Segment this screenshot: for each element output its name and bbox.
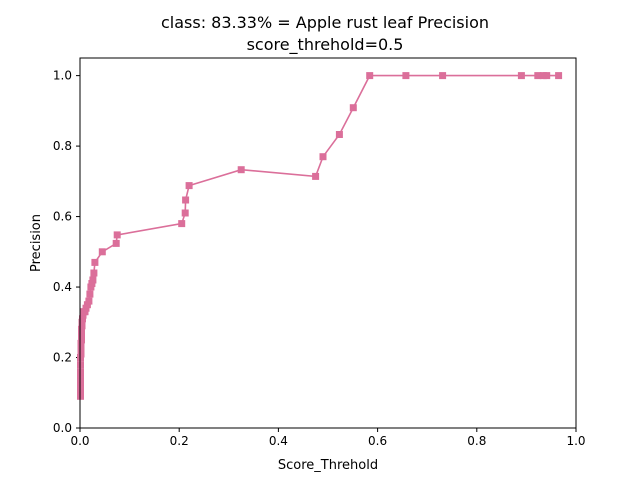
chart-subtitle: score_threhold=0.5 <box>247 35 404 55</box>
x-tick-label: 0.0 <box>70 434 89 448</box>
data-point-marker <box>237 166 245 174</box>
x-axis-label: Score_Threhold <box>278 458 378 473</box>
x-tick-label: 0.2 <box>170 434 189 448</box>
y-axis-ticks: 0.0 0.2 0.4 0.6 0.8 1.0 <box>53 69 80 435</box>
data-point-marker <box>312 172 320 180</box>
data-point-marker <box>85 297 93 305</box>
data-point-marker <box>86 290 94 298</box>
x-axis-ticks: 0.0 0.2 0.4 0.6 0.8 1.0 <box>70 428 586 448</box>
data-point-marker <box>349 104 357 112</box>
data-point-marker <box>90 269 98 277</box>
data-point-marker <box>335 131 343 138</box>
y-tick-label: 0.8 <box>53 139 72 153</box>
data-point-marker <box>98 248 106 256</box>
data-point-marker <box>534 72 542 80</box>
data-point-marker <box>78 329 85 337</box>
data-point-marker <box>439 72 447 80</box>
data-point-marker <box>366 72 374 80</box>
x-tick-label: 1.0 <box>566 434 585 448</box>
data-point-marker <box>181 209 189 217</box>
data-point-marker <box>91 258 99 266</box>
data-point-marker <box>77 343 85 351</box>
y-tick-label: 0.6 <box>53 210 72 224</box>
x-tick-label: 0.8 <box>467 434 486 448</box>
y-axis-label: Precision <box>29 214 44 272</box>
data-point-marker <box>182 196 190 204</box>
y-tick-label: 0.4 <box>53 280 72 294</box>
data-point-marker <box>113 231 121 239</box>
data-point-marker <box>89 276 97 284</box>
x-tick-label: 0.6 <box>368 434 387 448</box>
data-point-marker <box>112 239 120 247</box>
y-tick-label: 1.0 <box>53 69 72 83</box>
x-tick-label: 0.4 <box>269 434 288 448</box>
chart-title: class: 83.33% = Apple rust leaf Precisio… <box>161 13 489 32</box>
data-point-marker <box>402 72 410 80</box>
data-point-marker <box>543 72 551 80</box>
plot-frame <box>79 57 577 429</box>
data-point-marker <box>555 72 563 80</box>
data-point-marker <box>517 72 525 80</box>
data-point-marker <box>83 301 91 309</box>
data-point-marker <box>185 182 193 190</box>
y-tick-label: 0.2 <box>53 351 72 365</box>
data-point-marker <box>319 153 327 161</box>
data-point-marker <box>178 220 186 228</box>
y-tick-label: 0.0 <box>53 421 72 435</box>
data-point-marker <box>79 315 86 323</box>
